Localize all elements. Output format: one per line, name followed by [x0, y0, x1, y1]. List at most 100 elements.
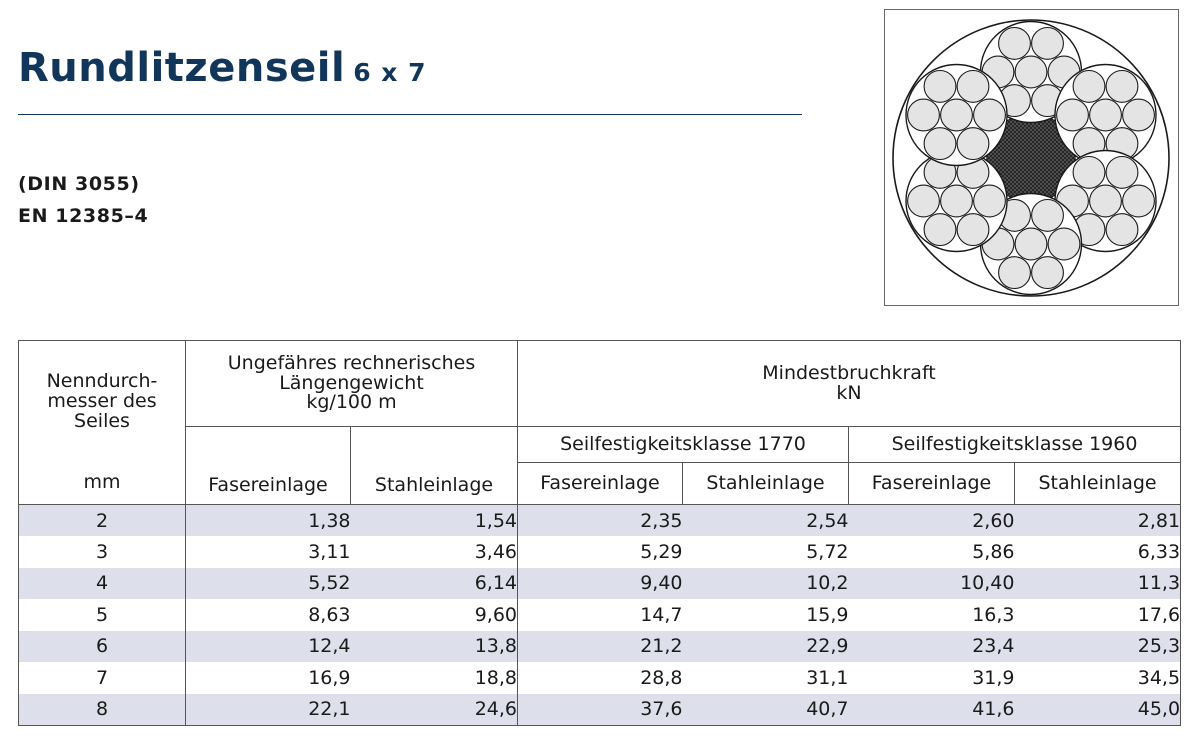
wire: [940, 98, 973, 132]
table-row: 8 22,1 24,6 37,6 40,7 41,6 45,0: [18, 693, 1182, 726]
rope-strand: [1054, 63, 1157, 167]
cell-weight-fiber: 1,38: [185, 504, 351, 536]
cell-1770-steel: 40,7: [682, 693, 849, 726]
wire: [1122, 98, 1155, 132]
header-diameter-unit: mm: [18, 462, 186, 505]
wire: [1105, 155, 1139, 189]
page-title: Rundlitzenseil 6 x 7: [18, 48, 427, 88]
wire: [1089, 98, 1122, 132]
cell-weight-steel: 1,54: [350, 504, 518, 536]
table-row: 7 16,9 18,8 28,8 31,1 31,9 34,5: [18, 662, 1182, 694]
cell-diameter: 2: [18, 504, 186, 536]
wire: [956, 127, 990, 161]
rope-data-table: Nenndurch- messer des Seiles Ungefähres …: [18, 340, 1182, 726]
header-weight-steel: Stahleinlage: [350, 426, 518, 505]
rope-strand: [905, 149, 1008, 253]
cell-1770-steel: 22,9: [682, 630, 849, 662]
cell-1960-steel: 17,6: [1014, 599, 1182, 631]
header-weight-line1: Ungefähres rechnerisches: [227, 351, 476, 374]
table-row: 4 5,52 6,14 9,40 10,2 10,40 11,3: [18, 567, 1182, 599]
table-row: 6 12,4 13,8 21,2 22,9 23,4 25,3: [18, 630, 1182, 662]
header-class-1960: Seilfestigkeitsklasse 1960: [848, 426, 1182, 463]
header-weight-group: Ungefähres rechnerisches Längengewicht k…: [185, 340, 518, 427]
standard-din: (DIN 3055): [18, 173, 140, 195]
cell-1960-fiber: 5,86: [848, 536, 1015, 568]
cell-diameter: 3: [18, 536, 186, 568]
header-force-line2: kN: [836, 381, 862, 404]
table-row: 3 3,11 3,46 5,29 5,72 5,86 6,33: [18, 536, 1182, 568]
cell-weight-fiber: 5,52: [185, 567, 351, 599]
header-1960-steel: Stahleinlage: [1014, 462, 1182, 505]
rope-cross-section-svg: [892, 19, 1170, 297]
cell-weight-fiber: 16,9: [185, 662, 351, 694]
title-divider: [18, 114, 802, 115]
wire: [973, 184, 1006, 218]
cell-1960-steel: 11,3: [1014, 567, 1182, 599]
cell-1770-fiber: 9,40: [517, 567, 683, 599]
cell-weight-steel: 18,8: [350, 662, 518, 694]
cell-weight-steel: 13,8: [350, 630, 518, 662]
header-diameter-line3: Seiles: [74, 409, 130, 432]
wire: [998, 256, 1031, 290]
wire: [1014, 55, 1048, 89]
cell-weight-fiber: 8,63: [185, 599, 351, 631]
cell-1960-steel: 25,3: [1014, 630, 1182, 662]
cell-diameter: 4: [18, 567, 186, 599]
cell-1770-steel: 5,72: [682, 536, 849, 568]
cell-1770-steel: 15,9: [682, 599, 849, 631]
header-diameter-line1: Nenndurch-: [46, 369, 158, 392]
table-row: 5 8,63 9,60 14,7 15,9 16,3 17,6: [18, 599, 1182, 631]
wire: [923, 69, 957, 103]
header-1770-fiber: Fasereinlage: [517, 462, 683, 505]
table-body: 2 1,38 1,54 2,35 2,54 2,60 2,81 3 3,11 3,46 5,29 5,…: [18, 504, 1182, 726]
header-weight-fiber: Fasereinlage: [185, 426, 351, 505]
wire: [956, 69, 990, 103]
wire: [1047, 227, 1081, 261]
wire: [998, 26, 1031, 60]
wire: [1072, 69, 1106, 103]
cell-1770-steel: 10,2: [682, 567, 849, 599]
cell-1770-fiber: 14,7: [517, 599, 683, 631]
wire: [1122, 184, 1155, 218]
wire: [956, 213, 990, 247]
cell-diameter: 7: [18, 662, 186, 694]
rope-cross-section-illustration: [884, 9, 1179, 306]
cell-1960-fiber: 10,40: [848, 567, 1015, 599]
cell-1770-steel: 2,54: [682, 504, 849, 536]
table-row: 2 1,38 1,54 2,35 2,54 2,60 2,81: [18, 504, 1182, 536]
rope-strand: [905, 63, 1008, 167]
cell-weight-steel: 3,46: [350, 536, 518, 568]
title-suffix: 6 x 7: [353, 58, 427, 87]
standard-en: EN 12385–4: [18, 205, 149, 227]
wire: [1031, 26, 1064, 60]
wire: [923, 213, 957, 247]
cell-1770-fiber: 5,29: [517, 536, 683, 568]
wire: [1089, 184, 1122, 218]
rope-strand: [1054, 149, 1157, 253]
wire: [907, 184, 940, 218]
cell-weight-steel: 24,6: [350, 693, 518, 726]
header-1960-fiber: Fasereinlage: [848, 462, 1015, 505]
cell-1960-fiber: 23,4: [848, 630, 1015, 662]
cell-weight-steel: 9,60: [350, 599, 518, 631]
cell-diameter: 8: [18, 693, 186, 726]
wire: [923, 127, 957, 161]
wire: [1014, 227, 1048, 261]
wire: [1072, 155, 1106, 189]
cell-1960-fiber: 2,60: [848, 504, 1015, 536]
header-class-1770: Seilfestigkeitsklasse 1770: [517, 426, 849, 463]
cell-1960-steel: 6,33: [1014, 536, 1182, 568]
header-diameter: Nenndurch- messer des Seiles: [18, 340, 186, 463]
header-weight-line2: Längengewicht: [279, 371, 424, 394]
cell-1960-fiber: 16,3: [848, 599, 1015, 631]
wire: [1031, 256, 1064, 290]
cell-1770-fiber: 28,8: [517, 662, 683, 694]
cell-1770-fiber: 2,35: [517, 504, 683, 536]
cell-1770-steel: 31,1: [682, 662, 849, 694]
cell-diameter: 5: [18, 599, 186, 631]
header-force-line1: Mindestbruchkraft: [762, 361, 936, 384]
cell-1960-steel: 34,5: [1014, 662, 1182, 694]
cell-diameter: 6: [18, 630, 186, 662]
header-force-group: Mindestbruchkraft kN: [517, 340, 1182, 427]
wire: [940, 184, 973, 218]
